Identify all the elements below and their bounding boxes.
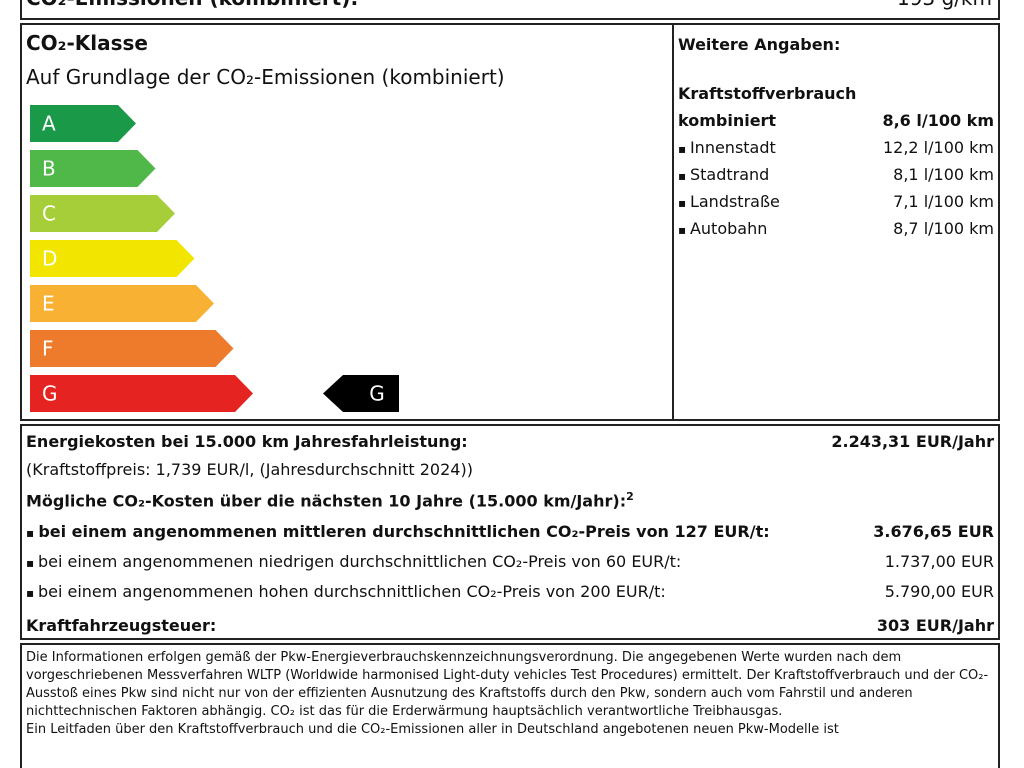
fuel-row: Stadtrand 8,1 l/100 km	[678, 165, 994, 184]
co2-cost-label: bei einem angenommenen mittleren durchsc…	[26, 522, 769, 541]
fuel-heading: Kraftstoffverbrauch	[678, 84, 857, 103]
current-letter: G	[369, 382, 385, 406]
tax-value: 303 EUR/Jahr	[876, 616, 994, 635]
co2-cost-label: bei einem angenommenen hohen durchschnit…	[26, 582, 666, 601]
class-letter: G	[42, 382, 58, 406]
tax-label: Kraftfahrzeugsteuer:	[26, 616, 217, 635]
class-letter: F	[42, 337, 54, 361]
top-label: CO₂-Emissionen (kombiniert):	[26, 0, 358, 10]
footer-p1: Die Informationen erfolgen gemäß der Pkw…	[26, 650, 989, 719]
energy-row: Energiekosten bei 15.000 km Jahresfahrle…	[26, 432, 994, 451]
fuel-label: Stadtrand	[678, 165, 769, 184]
class-arrow	[30, 330, 234, 367]
footer-p2: Ein Leitfaden über den Kraftstoffverbrau…	[26, 722, 839, 737]
co2-cost-value: 3.676,65 EUR	[873, 522, 994, 541]
class-arrow	[30, 240, 195, 277]
co2-cost-value: 5.790,00 EUR	[884, 582, 994, 601]
costs-box: Energiekosten bei 15.000 km Jahresfahrle…	[20, 424, 1000, 640]
fuel-value: 7,1 l/100 km	[893, 192, 994, 211]
co2-heading: Mögliche CO₂-Kosten über die nächsten 10…	[26, 490, 634, 510]
co2-cost-value: 1.737,00 EUR	[884, 552, 994, 571]
class-arrow	[30, 285, 214, 322]
fuel-row: Landstraße 7,1 l/100 km	[678, 192, 994, 211]
fuel-label: Landstraße	[678, 192, 780, 211]
class-letter: E	[42, 292, 55, 316]
energy-note: (Kraftstoffpreis: 1,739 EUR/l, (Jahresdu…	[26, 460, 473, 479]
fuel-value: 8,1 l/100 km	[893, 165, 994, 184]
co2-cost-row: bei einem angenommenen mittleren durchsc…	[26, 522, 994, 541]
co2-cost-label: bei einem angenommenen niedrigen durchsc…	[26, 552, 681, 571]
class-arrow	[30, 150, 156, 187]
class-arrow	[30, 375, 253, 412]
co2-cost-row: bei einem angenommenen niedrigen durchsc…	[26, 552, 994, 571]
combined-value: 8,6 l/100 km	[882, 111, 994, 130]
co2-title: CO₂-Klasse	[26, 31, 148, 55]
current-marker	[323, 375, 399, 412]
co2-heading-text: Mögliche CO₂-Kosten über die nächsten 10…	[26, 491, 627, 511]
fuel-row: Autobahn 8,7 l/100 km	[678, 219, 994, 238]
class-letter: C	[42, 202, 56, 226]
class-letter: B	[42, 157, 56, 181]
top-value: 193 g/km	[897, 0, 992, 10]
class-arrow	[30, 105, 136, 142]
fuel-label: Innenstadt	[678, 138, 776, 157]
further-box: Weitere Angaben: Kraftstoffverbrauch kom…	[672, 23, 1000, 421]
footnote: 2	[626, 490, 634, 503]
tax-row: Kraftfahrzeugsteuer: 303 EUR/Jahr	[26, 616, 994, 635]
fuel-label: Autobahn	[678, 219, 767, 238]
combined-label: kombiniert	[678, 111, 777, 130]
fuel-value: 12,2 l/100 km	[882, 138, 994, 157]
co2-cost-row: bei einem angenommenen hohen durchschnit…	[26, 582, 994, 601]
top-row: CO₂-Emissionen (kombiniert): 193 g/km	[20, 0, 1000, 20]
class-letter: D	[42, 247, 57, 271]
class-arrow	[30, 195, 175, 232]
co2-class-box: CO₂-Klasse Auf Grundlage der CO₂-Emissio…	[20, 23, 674, 421]
further-title: Weitere Angaben:	[678, 35, 841, 54]
energy-value: 2.243,31 EUR/Jahr	[831, 432, 994, 451]
combined-row: kombiniert 8,6 l/100 km	[678, 111, 994, 130]
fuel-value: 8,7 l/100 km	[893, 219, 994, 238]
co2-subtitle: Auf Grundlage der CO₂-Emissionen (kombin…	[26, 65, 505, 89]
energy-label: Energiekosten bei 15.000 km Jahresfahrle…	[26, 432, 468, 451]
fuel-row: Innenstadt 12,2 l/100 km	[678, 138, 994, 157]
footer-box: Die Informationen erfolgen gemäß der Pkw…	[20, 643, 1000, 768]
class-letter: A	[42, 112, 56, 136]
